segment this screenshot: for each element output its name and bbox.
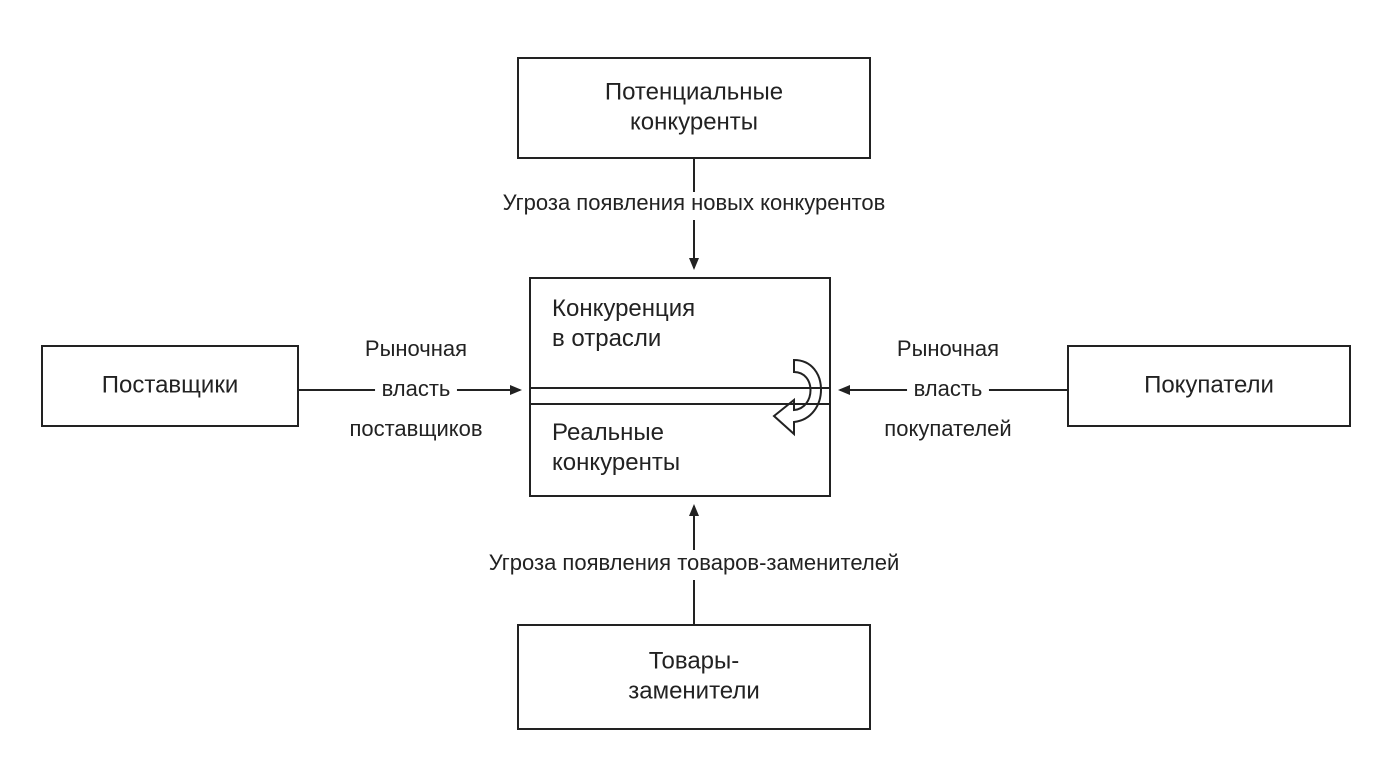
potential-competitors-label: Потенциальные [605, 79, 783, 106]
bottom-edge-label: Угроза появления товаров-заменителей [489, 550, 900, 575]
left-edge-label: власть [382, 376, 451, 401]
substitutes-label: Товары- [649, 648, 740, 675]
right-edge-label: Рыночная [897, 336, 999, 361]
center-bottom-label: конкуренты [552, 449, 680, 476]
center-top-label: Конкуренция [552, 295, 695, 322]
top-edge-label: Угроза появления новых конкурентов [503, 190, 886, 215]
center-bottom-label: Реальные [552, 419, 664, 446]
left-edge-label: поставщиков [349, 416, 482, 441]
right-edge-label: покупателей [884, 416, 1011, 441]
substitutes-label: заменители [628, 678, 760, 705]
right-edge-label: власть [914, 376, 983, 401]
potential-competitors-label: конкуренты [630, 109, 758, 136]
rotation-arrow-icon [774, 360, 821, 434]
left-edge-label: Рыночная [365, 336, 467, 361]
center-top-label: в отрасли [552, 325, 661, 352]
five-forces-diagram: Потенциальные конкуренты Поставщики Покупат… [0, 0, 1388, 780]
suppliers-label: Поставщики [102, 372, 238, 399]
buyers-label: Покупатели [1144, 372, 1274, 399]
